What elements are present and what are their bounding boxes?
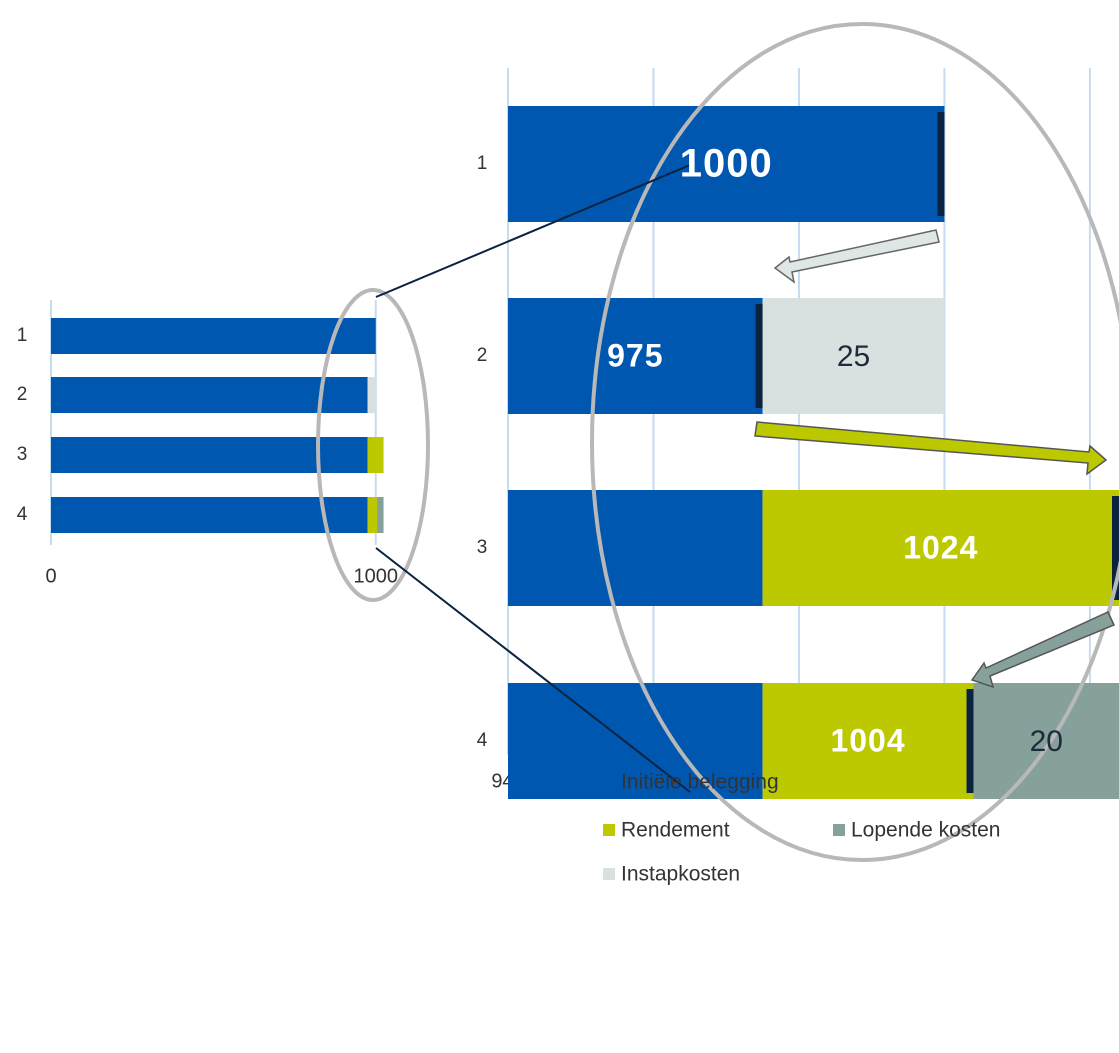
bar-segment [508,490,763,606]
y-tick-label: 2 [17,384,28,405]
bar-group [508,106,1119,799]
arrow [970,611,1116,689]
y-tick-label: 3 [477,537,488,558]
marker [937,112,945,216]
marker [755,304,763,408]
bar-segment [367,377,376,413]
bar-segment [508,106,945,222]
zoom-ellipse [316,288,430,602]
marker-label: 975 [607,337,663,373]
legend-label: Initiële belegging [621,771,779,794]
bar-group [51,318,384,533]
marker-label: 1000 [680,142,773,186]
legend-swatch [603,824,615,836]
legend-label: Rendement [621,819,730,842]
bar-segment [508,683,763,799]
marker [1112,496,1119,600]
y-tick-label: 4 [477,730,488,751]
bar-segment [762,683,974,799]
marker-label: 1024 [903,529,978,565]
bar-segment [762,490,1119,606]
arrow [754,421,1108,476]
zoom-line [375,547,691,793]
legend-swatch [833,824,845,836]
y-tick-label: 4 [17,504,28,525]
zoom-line [375,164,691,298]
bar-segment [377,497,384,533]
zoom-ellipse [590,22,1119,862]
zoom-decoration [316,22,1119,862]
bar-segment [51,437,368,473]
bar-segment [51,318,376,354]
bar-segment [367,497,378,533]
x-tick-label: 0 [45,565,56,587]
y-tick-label: 1 [477,153,488,174]
marker [966,689,974,793]
marker-label: 1004 [830,722,905,758]
bar-segment [367,437,384,473]
y-tick-label: 1 [17,325,28,346]
legend-swatch [603,868,615,880]
data-label: 25 [837,340,870,373]
bar-segment [51,377,368,413]
bar-segment [973,683,1119,799]
legend-swatch [603,776,615,788]
arrow [773,229,940,284]
bar-segment [51,497,368,533]
x-tick-label: 1000 [354,565,399,587]
bar-segment [762,298,945,414]
data-label: 20 [1030,725,1063,758]
y-tick-label: 3 [17,444,28,465]
legend-label: Instapkosten [621,863,740,886]
bar-segment [508,298,763,414]
y-tick-label: 2 [477,345,488,366]
legend-label: Lopende kosten [851,819,1000,842]
